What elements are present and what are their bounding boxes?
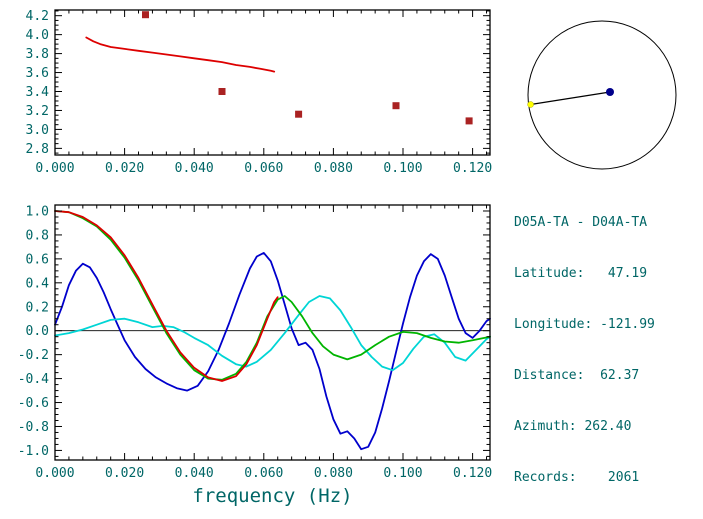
y-tick-label: 2.8 xyxy=(26,142,49,157)
station-pair-line xyxy=(530,91,611,106)
info-line-records: Records: 2061 xyxy=(514,470,640,485)
y-tick-label: -0.4 xyxy=(18,372,49,387)
dispersion-picks-marker xyxy=(218,88,226,95)
info-line-latitude: Latitude: 47.19 xyxy=(514,266,648,281)
y-tick-label: 0.4 xyxy=(26,276,50,291)
dispersion-curve xyxy=(85,36,276,73)
dispersion-picks-marker xyxy=(295,110,303,118)
y-tick-label: -0.8 xyxy=(18,420,49,435)
x-tick-label: 0.120 xyxy=(453,161,492,176)
info-line-distance: Distance: 62.37 xyxy=(514,368,640,383)
y-tick-label: 0.8 xyxy=(26,228,49,243)
y-tick-label: 1.0 xyxy=(26,205,49,220)
x-tick-label: 0.020 xyxy=(105,466,144,481)
x-tick-label: 0.040 xyxy=(175,161,214,176)
center-station-dot xyxy=(606,88,614,96)
y-tick-label: 3.4 xyxy=(26,85,50,100)
station-geometry-plot xyxy=(527,20,677,170)
azimuth-circle xyxy=(527,20,677,170)
x-axis-title: frequency (Hz) xyxy=(192,485,352,507)
x-tick-label: 0.040 xyxy=(175,466,214,481)
y-tick-label: 3.2 xyxy=(26,104,49,119)
x-tick-label: 0.060 xyxy=(244,466,283,481)
y-tick-label: 0.6 xyxy=(26,252,49,267)
y-tick-label: -0.6 xyxy=(18,396,49,411)
station-info-panel: D05A-TA - D04A-TA Latitude: 47.19 Longit… xyxy=(514,180,655,519)
y-tick-label: 3.6 xyxy=(26,66,49,81)
blue-curve xyxy=(54,252,491,451)
y-tick-label: 0.2 xyxy=(26,300,49,315)
info-line-azimuth: Azimuth: 262.40 xyxy=(514,419,632,434)
x-tick-label: 0.000 xyxy=(35,466,74,481)
cyan-curve xyxy=(54,295,491,372)
dispersion-picks-marker xyxy=(392,102,400,110)
dispersion-picks-marker xyxy=(465,117,473,125)
plot-frame xyxy=(54,204,491,461)
x-tick-label: 0.080 xyxy=(314,161,353,176)
x-tick-label: 0.100 xyxy=(383,466,422,481)
x-tick-label: 0.080 xyxy=(314,466,353,481)
x-tick-label: 0.100 xyxy=(383,161,422,176)
green-curve xyxy=(54,210,491,381)
y-tick-label: 4.0 xyxy=(26,28,49,43)
dispersion-picks-marker xyxy=(142,11,149,19)
x-tick-label: 0.060 xyxy=(244,161,283,176)
pair-station-dot xyxy=(527,101,534,108)
y-tick-label: 3.8 xyxy=(26,47,49,62)
dispersion-plot: 0.000 0.020 0.040 0.060 0.080 0.100 0.120 2.8 3.… xyxy=(26,9,493,176)
x-tick-label: 0.000 xyxy=(35,161,74,176)
x-tick-label: 0.120 xyxy=(453,466,492,481)
correlation-plot: 0.000 0.020 0.040 0.060 0.080 0.100 0.120 -1.0 -… xyxy=(18,204,492,507)
y-tick-label: -1.0 xyxy=(18,444,49,459)
y-tick-label: 3.0 xyxy=(26,123,49,138)
plot-frame xyxy=(54,9,491,156)
y-tick-label: 4.2 xyxy=(26,9,49,24)
y-tick-label: -0.2 xyxy=(18,348,49,363)
x-tick-label: 0.020 xyxy=(105,161,144,176)
station-pair-title: D05A-TA - D04A-TA xyxy=(514,215,648,230)
info-line-longitude: Longitude: -121.99 xyxy=(514,317,655,332)
y-tick-label: 0.0 xyxy=(26,324,49,339)
red-curve xyxy=(54,210,279,382)
